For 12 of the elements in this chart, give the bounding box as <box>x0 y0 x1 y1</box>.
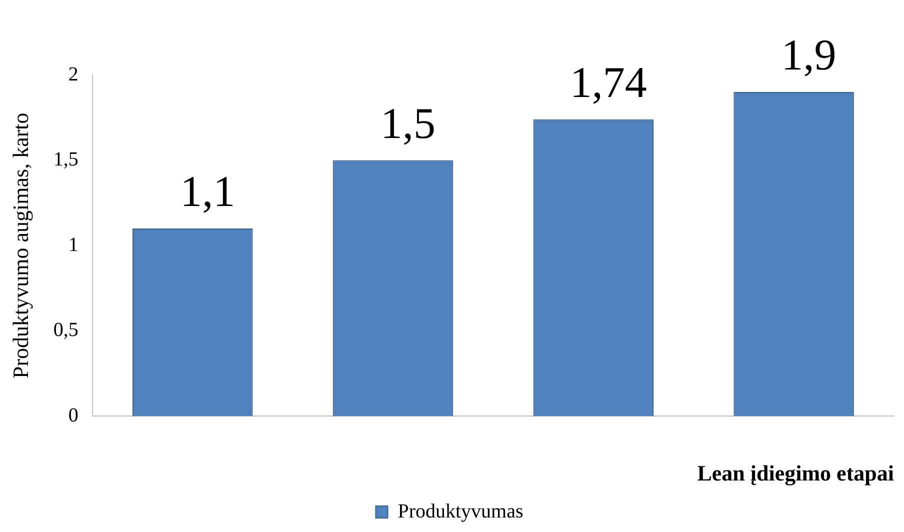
data-label: 1,1 <box>180 167 236 216</box>
data-label: 1,5 <box>380 98 436 148</box>
y-axis-title: Produktyvumo augimas, karto <box>8 112 33 379</box>
y-tick-label: 0 <box>68 404 78 426</box>
y-tick-label: 2 <box>68 63 78 86</box>
data-label: 1,74 <box>570 58 647 107</box>
y-tick-label: 0,5 <box>53 319 78 342</box>
y-tick-label: 1 <box>68 234 78 256</box>
legend-label: Produktyvumas <box>398 500 524 522</box>
y-tick-label: 1,5 <box>53 148 78 171</box>
data-label: 1,9 <box>781 30 836 80</box>
x-axis-title: Lean įdiegimo etapai <box>697 460 894 486</box>
